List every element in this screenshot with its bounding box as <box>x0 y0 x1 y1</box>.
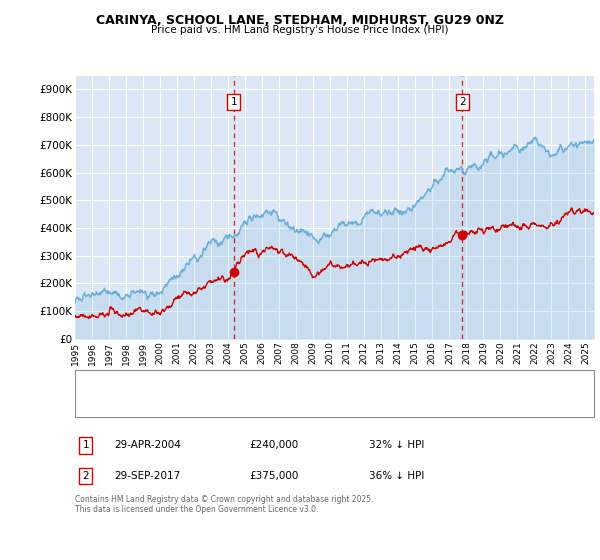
Text: This data is licensed under the Open Government Licence v3.0.: This data is licensed under the Open Gov… <box>75 505 319 514</box>
Text: £375,000: £375,000 <box>249 471 298 481</box>
Text: 1: 1 <box>230 97 237 107</box>
Text: 2: 2 <box>459 97 466 107</box>
Text: Price paid vs. HM Land Registry's House Price Index (HPI): Price paid vs. HM Land Registry's House … <box>151 25 449 35</box>
Text: 2: 2 <box>82 471 89 481</box>
Text: Contains HM Land Registry data © Crown copyright and database right 2025.: Contains HM Land Registry data © Crown c… <box>75 495 373 504</box>
Text: HPI: Average price, detached house, Chichester: HPI: Average price, detached house, Chic… <box>120 399 347 408</box>
Text: CARINYA, SCHOOL LANE, STEDHAM, MIDHURST, GU29 0NZ (detached house): CARINYA, SCHOOL LANE, STEDHAM, MIDHURST,… <box>120 379 485 389</box>
Text: 29-SEP-2017: 29-SEP-2017 <box>114 471 180 481</box>
Text: 32% ↓ HPI: 32% ↓ HPI <box>369 440 424 450</box>
Text: CARINYA, SCHOOL LANE, STEDHAM, MIDHURST, GU29 0NZ: CARINYA, SCHOOL LANE, STEDHAM, MIDHURST,… <box>96 14 504 27</box>
Text: 29-APR-2004: 29-APR-2004 <box>114 440 181 450</box>
Text: 1: 1 <box>82 440 89 450</box>
Text: 36% ↓ HPI: 36% ↓ HPI <box>369 471 424 481</box>
Text: £240,000: £240,000 <box>249 440 298 450</box>
